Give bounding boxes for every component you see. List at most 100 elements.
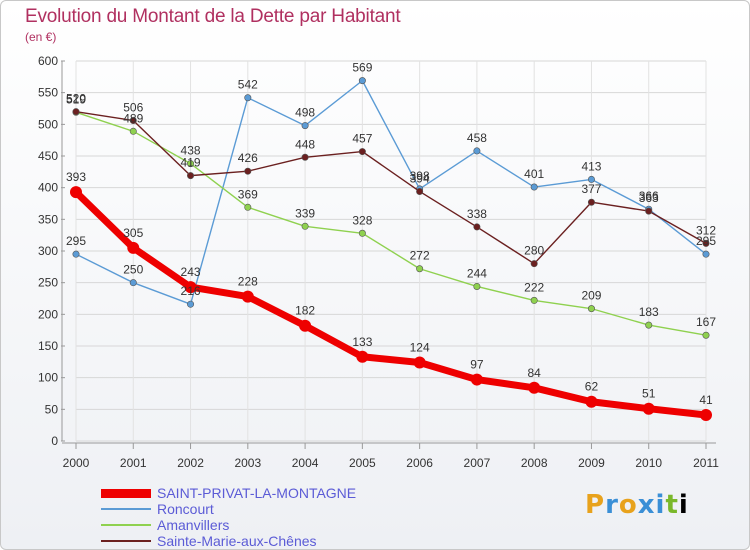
data-point <box>301 222 309 230</box>
data-point <box>473 223 481 231</box>
x-tick-label: 2005 <box>349 456 376 470</box>
data-label: 62 <box>585 380 599 394</box>
series-line-1 <box>75 79 707 305</box>
data-point <box>358 229 366 237</box>
data-label: 419 <box>181 156 201 170</box>
y-tick-label: 300 <box>38 244 58 258</box>
data-label: 97 <box>470 358 484 372</box>
data-point <box>72 250 80 258</box>
data-label: 413 <box>581 159 601 173</box>
y-tick-label: 100 <box>38 371 58 385</box>
legend-label: SAINT-PRIVAT-LA-MONTAGNE <box>157 485 357 501</box>
x-tick-label: 2000 <box>63 456 90 470</box>
axes: 0 50 100 150 200 250 300 350 400 450 500 550 600 2000… <box>38 54 719 470</box>
data-point <box>702 239 710 247</box>
data-point <box>587 198 595 206</box>
data-point <box>299 319 312 332</box>
data-label: 369 <box>238 187 258 201</box>
data-label: 272 <box>410 249 430 263</box>
y-tick-label: 350 <box>38 212 58 226</box>
data-label: 41 <box>699 393 713 407</box>
data-point <box>72 108 80 116</box>
data-point <box>530 260 538 268</box>
data-point <box>416 187 424 195</box>
data-point <box>642 402 655 415</box>
legend-label: Sainte-Marie-aux-Chênes <box>157 533 317 549</box>
data-label: 295 <box>696 234 716 248</box>
chart-unit-label: (en €) <box>25 30 57 44</box>
legend-item: Sainte-Marie-aux-Chênes <box>101 533 356 549</box>
data-label: 377 <box>581 182 601 196</box>
data-label: 457 <box>352 132 372 146</box>
x-tick-label: 2008 <box>521 456 548 470</box>
x-tick-label: 2011 <box>693 456 719 470</box>
data-label: 458 <box>467 131 487 145</box>
data-point <box>645 207 653 215</box>
data-label: 167 <box>696 315 716 329</box>
legend-swatch <box>101 540 151 542</box>
x-tick-label: 2007 <box>464 456 491 470</box>
data-point <box>587 305 595 313</box>
x-tick-label: 2003 <box>234 456 261 470</box>
y-tick-label: 550 <box>38 86 58 100</box>
data-label: 506 <box>123 101 143 115</box>
series-line-2 <box>75 111 707 336</box>
legend-swatch <box>101 488 151 498</box>
y-tick-label: 50 <box>45 402 59 416</box>
series-layer <box>70 77 712 422</box>
data-label: 305 <box>123 226 143 240</box>
series-line-3 <box>75 110 707 265</box>
data-label: 338 <box>467 207 487 221</box>
x-tick-label: 2002 <box>177 456 204 470</box>
data-point <box>702 250 710 258</box>
data-point <box>244 203 252 211</box>
data-point <box>241 290 254 303</box>
data-label: 182 <box>295 304 315 318</box>
data-label: 228 <box>238 275 258 289</box>
data-label: 363 <box>639 191 659 205</box>
legend-swatch <box>101 524 151 526</box>
data-label: 183 <box>639 305 659 319</box>
data-point <box>301 122 309 130</box>
data-label: 366 <box>639 189 659 203</box>
data-point <box>301 153 309 161</box>
data-label: 133 <box>352 335 372 349</box>
legend-item: Roncourt <box>101 501 356 517</box>
data-label: 569 <box>352 61 372 75</box>
data-point <box>473 282 481 290</box>
data-point <box>587 175 595 183</box>
data-label: 84 <box>528 366 542 380</box>
data-point <box>413 356 426 369</box>
x-tick-label: 2001 <box>120 456 147 470</box>
data-point <box>358 77 366 85</box>
data-point <box>702 331 710 339</box>
data-label: 280 <box>524 244 544 258</box>
data-point <box>129 279 137 287</box>
y-tick-label: 150 <box>38 339 58 353</box>
legend-item: SAINT-PRIVAT-LA-MONTAGNE <box>101 485 356 501</box>
data-point <box>700 409 712 422</box>
data-point <box>416 265 424 273</box>
y-tick-label: 400 <box>38 181 58 195</box>
data-point <box>358 148 366 156</box>
data-point <box>530 183 538 191</box>
legend-swatch <box>101 508 151 510</box>
data-labels-layer: 295 250 216 542 498 569 398 458 401 413 366 295 519 4… <box>66 61 716 407</box>
data-label: 244 <box>467 266 487 280</box>
legend-label: Roncourt <box>157 501 214 517</box>
y-tick-label: 200 <box>38 307 58 321</box>
data-point <box>645 321 653 329</box>
data-point <box>528 381 541 394</box>
data-point <box>356 350 369 363</box>
data-point <box>530 296 538 304</box>
x-tick-label: 2010 <box>635 456 662 470</box>
data-point <box>473 147 481 155</box>
data-label: 250 <box>123 263 143 277</box>
proxiti-logo: Proxiti <box>585 490 689 520</box>
data-label: 448 <box>295 137 315 151</box>
data-point <box>585 395 598 408</box>
data-label: 426 <box>238 151 258 165</box>
data-point <box>129 117 137 125</box>
